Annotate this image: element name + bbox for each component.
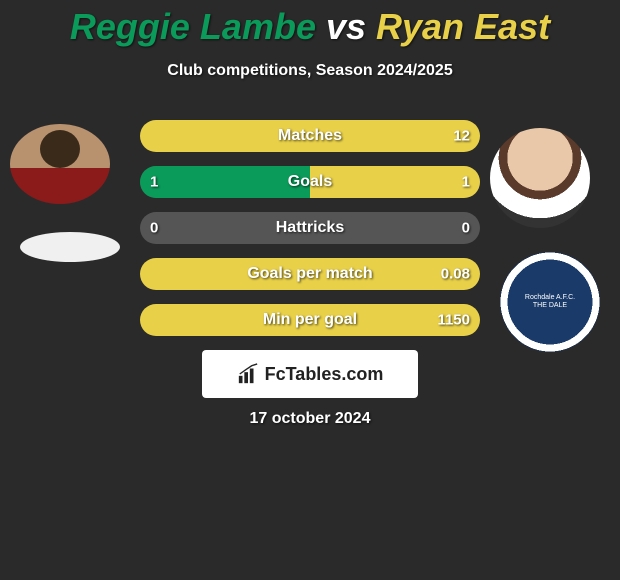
stat-value-right: 12 <box>453 128 470 145</box>
title-vs: vs <box>316 6 376 47</box>
stat-row: Matches 12 <box>140 120 480 152</box>
title-player-right: Ryan East <box>376 6 550 47</box>
stats-container: Matches 12 1 Goals 1 0 Hattricks 0 Goals per mat… <box>0 120 620 350</box>
stat-value-right: 1150 <box>437 312 470 329</box>
stat-label: Goals per match <box>247 265 372 283</box>
stat-label: Goals <box>288 173 332 191</box>
bar-fill-right <box>310 166 480 198</box>
stat-row: Goals per match 0.08 <box>140 258 480 290</box>
title-player-left: Reggie Lambe <box>70 6 316 47</box>
stat-row: Min per goal 1150 <box>140 304 480 336</box>
comparison-subtitle: Club competitions, Season 2024/2025 <box>0 62 620 80</box>
comparison-title: Reggie Lambe vs Ryan East <box>0 0 620 48</box>
bar-fill-left <box>140 166 310 198</box>
footer-logo-text: FcTables.com <box>265 364 384 385</box>
stat-row: 1 Goals 1 <box>140 166 480 198</box>
stat-value-right: 0.08 <box>441 266 470 283</box>
stat-value-right: 1 <box>462 174 470 191</box>
stat-value-left: 1 <box>150 174 158 191</box>
stat-label: Hattricks <box>276 219 344 237</box>
stat-row: 0 Hattricks 0 <box>140 212 480 244</box>
bar-chart-icon <box>237 363 259 385</box>
stat-value-right: 0 <box>462 220 470 237</box>
footer-date: 17 october 2024 <box>0 410 620 428</box>
footer-logo: FcTables.com <box>202 350 418 398</box>
stat-value-left: 0 <box>150 220 158 237</box>
stat-label: Matches <box>278 127 342 145</box>
stat-label: Min per goal <box>263 311 357 329</box>
